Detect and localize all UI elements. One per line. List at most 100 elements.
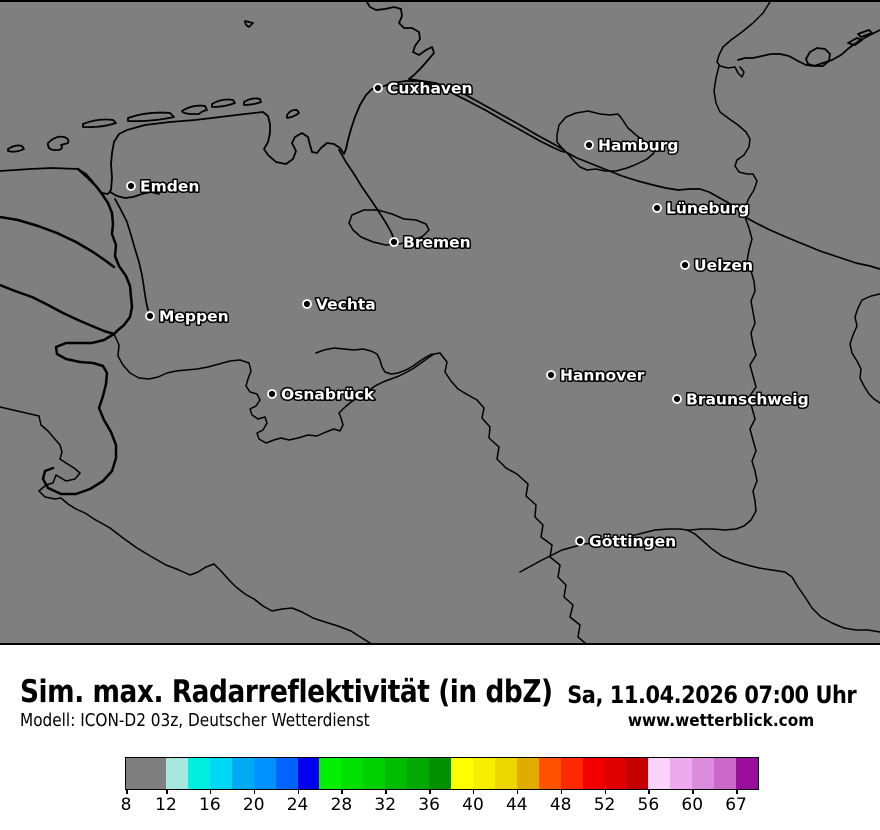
city-marker-dot (584, 140, 594, 150)
sh-mv-border (716, 2, 771, 78)
city-marker-dot (680, 260, 690, 270)
city-marker-dot (373, 83, 383, 93)
colorbar-tick (472, 790, 475, 794)
right-edge-border (849, 293, 880, 404)
valid-datetime: Sa, 11.04.2026 07:00 Uhr (566, 681, 857, 709)
city-label: Osnabrück (281, 386, 375, 404)
weser-river (338, 149, 395, 240)
legend-segment (429, 758, 451, 789)
model-info: Modell: ICON-D2 03z, Deutscher Wetterdie… (20, 710, 370, 731)
city-label: Cuxhaven (387, 80, 473, 98)
city-marker-dot (389, 237, 399, 247)
colorbar-tick (648, 790, 650, 794)
legend-segment (582, 758, 605, 789)
colorbar-tick-value: 32 (374, 795, 397, 815)
legend-segment (126, 758, 166, 789)
colorbar-tick (604, 790, 607, 794)
map-canvas: Cuxhaven Hamburg Emden Lüneburg Bremen Uelzen… (0, 2, 880, 643)
legend-segment (385, 758, 408, 789)
legend-segment (538, 758, 561, 789)
colorbar-tick-labels: 8 12 16 20 24 28 32 36 40 44 48 52 56 60 67 (121, 790, 758, 820)
colorbar-tick-value: 44 (505, 795, 528, 815)
colorbar-tick-value: 12 (155, 795, 177, 815)
legend-segment (626, 758, 649, 789)
legend-segment (363, 758, 386, 789)
schleswig-holstein-coast (366, 2, 435, 80)
city-marker-dot (145, 311, 155, 321)
dutch-inner-line1 (0, 215, 116, 269)
city-marker-dot (652, 203, 662, 213)
legend-segment (297, 758, 320, 789)
colorbar-tick (126, 790, 128, 794)
city-label: Bremen (403, 234, 471, 252)
legend-segment (714, 758, 736, 789)
colorbar-tick (297, 790, 300, 794)
city-label: Uelzen (694, 257, 753, 275)
city-label: Braunschweig (686, 391, 809, 409)
colorbar-tick (341, 790, 343, 794)
colorbar-tick (166, 790, 168, 794)
legend-segment (692, 758, 715, 789)
city-label: Lüneburg (666, 200, 749, 218)
bremen-state-border (348, 209, 430, 246)
teutoburg-border-loop (315, 347, 433, 375)
legend-segment (166, 758, 188, 789)
hamburg-state-border (556, 110, 655, 172)
legend-segment (407, 758, 430, 789)
weser-hills-border (439, 352, 587, 643)
city-label: Vechta (316, 296, 376, 314)
nrw-border-west (0, 406, 111, 529)
legend-segment (670, 758, 693, 789)
dutch-border (76, 167, 134, 336)
mv-border-south (713, 65, 758, 217)
legend-segment (231, 758, 254, 789)
colorbar-tick-value: 28 (330, 795, 353, 815)
legend-segment (275, 758, 298, 789)
colorbar-tick (385, 790, 387, 794)
luebeck-bay (805, 47, 831, 67)
legend-segment (560, 758, 583, 789)
osnabrueck-border (113, 333, 441, 444)
baltic-slivers (847, 29, 873, 46)
colorbar-tick-value: 8 (120, 795, 132, 815)
city-marker-dot (302, 299, 312, 309)
reflectivity-colorbar (125, 757, 759, 790)
colorbar-tick-value: 16 (199, 795, 221, 815)
colorbar-tick (736, 790, 738, 794)
elbe-north-bank (408, 78, 565, 151)
dutch-border-tangle (41, 332, 118, 496)
legend-segment (604, 758, 627, 789)
legend-segment (209, 758, 232, 789)
saxony-anhalt-border (686, 216, 758, 531)
baltic-coastline (737, 29, 880, 67)
legend-segment (494, 758, 517, 789)
ems-river (114, 198, 149, 311)
city-label: Hamburg (598, 137, 678, 155)
colorbar-tick-value: 52 (593, 795, 616, 815)
legend-segment (450, 758, 473, 789)
colorbar-tick-value: 67 (725, 795, 747, 815)
colorbar-tick (253, 790, 256, 794)
city-label: Emden (140, 178, 199, 196)
dutch-inner-line2 (0, 283, 116, 336)
legend-segment (648, 758, 671, 789)
colorbar-tick (560, 790, 563, 794)
legend-segment (253, 758, 276, 789)
colorbar-tick-value: 48 (549, 795, 572, 815)
city-marker-dot (267, 389, 277, 399)
radar-map: Cuxhaven Hamburg Emden Lüneburg Bremen Uelzen… (0, 0, 880, 645)
colorbar-tick-value: 60 (681, 795, 704, 815)
city-label: Hannover (560, 367, 645, 385)
nrw-border-southeast (109, 527, 372, 643)
city-marker-dot (126, 181, 136, 191)
colorbar-tick-value: 40 (462, 795, 484, 815)
goettingen-harz-border (519, 528, 880, 633)
legend-segment (516, 758, 539, 789)
legend-segment (187, 758, 210, 789)
colorbar-tick (516, 790, 519, 794)
legend-segment (472, 758, 495, 789)
colorbar-tick-value: 20 (242, 795, 265, 815)
page-title: Sim. max. Radarreflektivität (in dbZ) (20, 674, 553, 710)
colorbar-tick (692, 790, 694, 794)
